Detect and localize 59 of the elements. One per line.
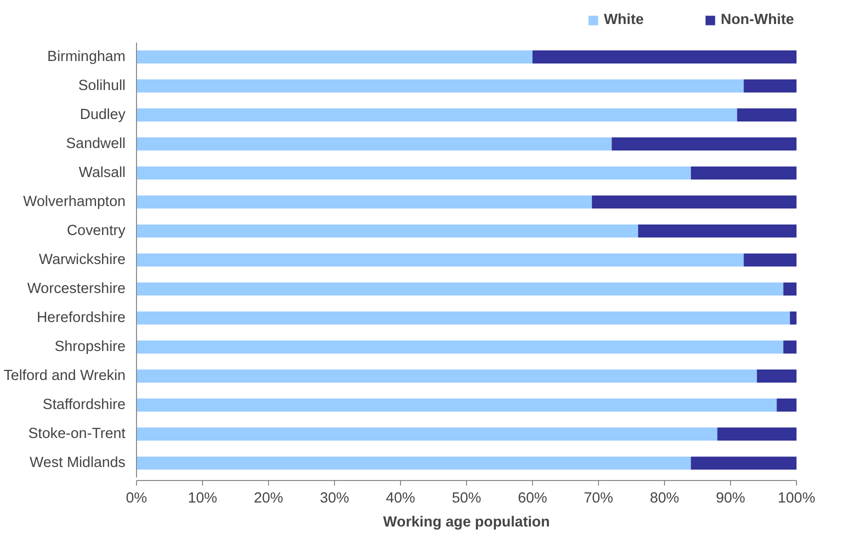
bar xyxy=(136,340,784,354)
bar xyxy=(136,50,532,64)
x-tick-label: 70% xyxy=(584,490,614,506)
bar xyxy=(532,50,796,64)
legend-label: Non-White xyxy=(720,12,794,28)
y-tick-label: Birmingham xyxy=(47,48,126,65)
y-tick-label: Worcestershire xyxy=(27,281,126,298)
bar xyxy=(136,79,744,92)
y-tick-label: Telford and Wrekin xyxy=(4,368,126,384)
y-tick-label: Wolverhampton xyxy=(23,194,126,210)
x-tick-label: 50% xyxy=(452,490,482,506)
bar xyxy=(136,253,744,267)
x-tick-label: 30% xyxy=(320,490,350,506)
bar xyxy=(136,456,691,470)
bar xyxy=(136,282,784,296)
bar xyxy=(737,108,796,122)
y-tick-label: Dudley xyxy=(80,106,126,123)
bar xyxy=(136,166,691,180)
x-tick-label: 80% xyxy=(650,490,680,506)
bar xyxy=(717,428,796,441)
y-tick-label: Sandwell xyxy=(66,136,126,152)
y-tick-label: Staffordshire xyxy=(42,397,126,414)
y-tick-label: Shropshire xyxy=(54,339,126,356)
x-tick-label: 60% xyxy=(518,490,548,506)
bar xyxy=(136,428,718,441)
x-axis-title: Working age population xyxy=(383,514,550,530)
bar xyxy=(638,224,796,238)
x-tick-label: 10% xyxy=(188,490,218,506)
bar xyxy=(690,456,796,470)
bar xyxy=(136,224,638,238)
bar xyxy=(744,253,796,267)
bar xyxy=(783,340,796,354)
x-tick-label: 20% xyxy=(254,490,284,506)
bar xyxy=(592,195,796,209)
y-tick-label: Coventry xyxy=(66,222,126,239)
bar xyxy=(136,370,757,383)
y-tick-label: Warwickshire xyxy=(38,252,126,268)
y-tick-label: West Midlands xyxy=(30,455,126,472)
bar xyxy=(136,108,738,122)
y-tick-label: Herefordshire xyxy=(36,310,126,326)
bar xyxy=(136,398,777,412)
bar xyxy=(776,398,796,412)
x-tick-label: 90% xyxy=(716,490,746,506)
x-tick-label: 100% xyxy=(778,490,816,506)
legend-label: White xyxy=(604,12,644,28)
bar xyxy=(136,137,612,150)
bar xyxy=(783,282,796,296)
bar xyxy=(690,166,796,180)
y-tick-label: Walsall xyxy=(78,164,126,181)
x-tick-label: 40% xyxy=(386,490,416,506)
x-tick-label: 0% xyxy=(126,490,148,506)
y-tick-label: Solihull xyxy=(78,78,126,94)
bar xyxy=(612,137,796,150)
bar xyxy=(756,370,796,383)
bar xyxy=(790,312,796,325)
bar xyxy=(136,195,592,209)
bar xyxy=(136,312,790,325)
y-tick-label: Stoke-on-Trent xyxy=(28,426,126,442)
bar xyxy=(744,79,796,92)
